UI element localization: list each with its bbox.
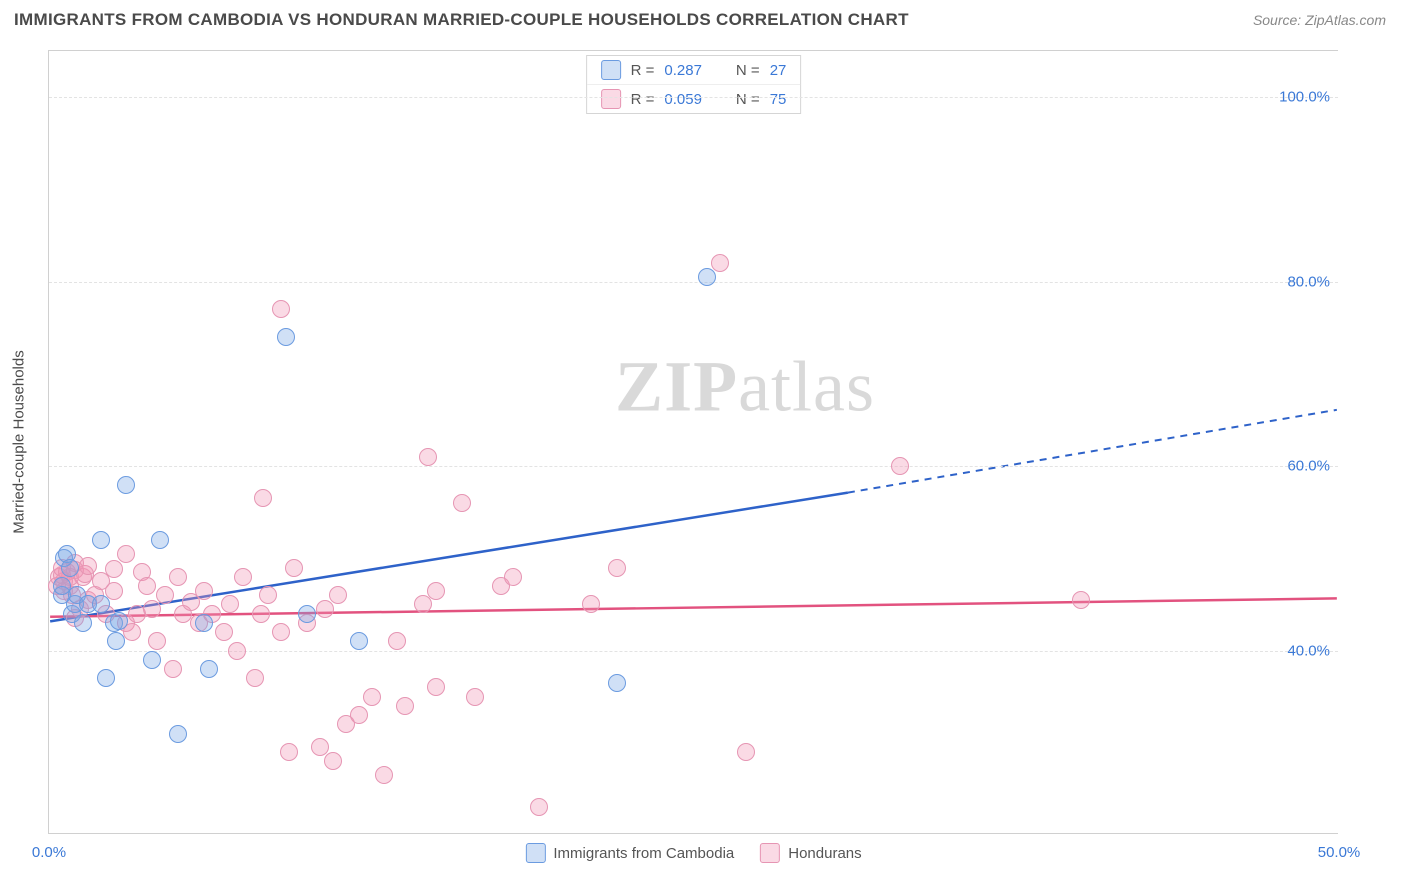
- data-point: [582, 595, 600, 613]
- gridline: [49, 282, 1338, 283]
- data-point: [504, 568, 522, 586]
- legend-item: Immigrants from Cambodia: [525, 843, 734, 863]
- legend-swatch: [601, 89, 621, 109]
- gridline: [49, 97, 1338, 98]
- data-point: [234, 568, 252, 586]
- y-tick-label: 40.0%: [1287, 642, 1330, 659]
- stat-label: N =: [736, 62, 760, 79]
- data-point: [215, 623, 233, 641]
- stat-label: R =: [631, 91, 655, 108]
- stat-r-value: 0.059: [664, 91, 702, 108]
- stat-n-value: 75: [770, 91, 787, 108]
- data-point: [419, 448, 437, 466]
- legend-swatch: [525, 843, 545, 863]
- data-point: [169, 725, 187, 743]
- legend-label: Hondurans: [788, 845, 861, 862]
- data-point: [363, 688, 381, 706]
- data-point: [396, 697, 414, 715]
- stat-label: R =: [631, 62, 655, 79]
- data-point: [608, 674, 626, 692]
- data-point: [324, 752, 342, 770]
- data-point: [105, 560, 123, 578]
- data-point: [200, 660, 218, 678]
- data-point: [350, 632, 368, 650]
- stat-label: N =: [736, 91, 760, 108]
- data-point: [246, 669, 264, 687]
- header: IMMIGRANTS FROM CAMBODIA VS HONDURAN MAR…: [0, 0, 1406, 40]
- data-point: [92, 531, 110, 549]
- data-point: [277, 328, 295, 346]
- data-point: [117, 476, 135, 494]
- data-point: [698, 268, 716, 286]
- legend-stat-row: R = 0.287 N = 27: [587, 56, 801, 84]
- data-point: [414, 595, 432, 613]
- data-point: [143, 600, 161, 618]
- data-point: [280, 743, 298, 761]
- watermark: ZIPatlas: [615, 346, 875, 429]
- data-point: [316, 600, 334, 618]
- data-point: [350, 706, 368, 724]
- legend-swatch: [760, 843, 780, 863]
- data-point: [272, 300, 290, 318]
- data-point: [143, 651, 161, 669]
- scatter-chart: Married-couple Households ZIPatlas R = 0…: [48, 50, 1338, 834]
- data-point: [608, 559, 626, 577]
- data-point: [138, 577, 156, 595]
- data-point: [164, 660, 182, 678]
- y-tick-label: 60.0%: [1287, 458, 1330, 475]
- y-tick-label: 80.0%: [1287, 273, 1330, 290]
- y-tick-label: 100.0%: [1279, 89, 1330, 106]
- data-point: [388, 632, 406, 650]
- data-point: [252, 605, 270, 623]
- data-point: [195, 582, 213, 600]
- data-point: [105, 582, 123, 600]
- data-point: [466, 688, 484, 706]
- data-point: [272, 623, 290, 641]
- x-tick-label: 0.0%: [32, 844, 66, 861]
- data-point: [427, 582, 445, 600]
- data-point: [107, 632, 125, 650]
- data-point: [737, 743, 755, 761]
- data-point: [891, 457, 909, 475]
- data-point: [110, 612, 128, 630]
- data-point: [228, 642, 246, 660]
- legend-item: Hondurans: [760, 843, 861, 863]
- legend-label: Immigrants from Cambodia: [553, 845, 734, 862]
- data-point: [117, 545, 135, 563]
- y-axis-label: Married-couple Households: [11, 350, 28, 533]
- data-point: [1072, 591, 1090, 609]
- data-point: [97, 669, 115, 687]
- data-point: [61, 559, 79, 577]
- stat-n-value: 27: [770, 62, 787, 79]
- trendlines: [49, 51, 1338, 833]
- data-point: [195, 614, 213, 632]
- data-point: [285, 559, 303, 577]
- data-point: [169, 568, 187, 586]
- data-point: [148, 632, 166, 650]
- chart-title: IMMIGRANTS FROM CAMBODIA VS HONDURAN MAR…: [14, 10, 909, 30]
- legend-swatch: [601, 60, 621, 80]
- data-point: [329, 586, 347, 604]
- data-point: [530, 798, 548, 816]
- data-point: [298, 605, 316, 623]
- data-point: [259, 586, 277, 604]
- data-point: [427, 678, 445, 696]
- legend-stat-row: R = 0.059 N = 75: [587, 84, 801, 113]
- data-point: [92, 595, 110, 613]
- legend-stats: R = 0.287 N = 27 R = 0.059 N = 75: [586, 55, 802, 114]
- data-point: [711, 254, 729, 272]
- data-point: [151, 531, 169, 549]
- data-point: [74, 614, 92, 632]
- data-point: [79, 557, 97, 575]
- data-point: [375, 766, 393, 784]
- source-label: Source: ZipAtlas.com: [1253, 12, 1386, 28]
- x-tick-label: 50.0%: [1318, 844, 1361, 861]
- data-point: [254, 489, 272, 507]
- legend-series: Immigrants from Cambodia Hondurans: [525, 843, 861, 863]
- data-point: [453, 494, 471, 512]
- stat-r-value: 0.287: [664, 62, 702, 79]
- data-point: [156, 586, 174, 604]
- gridline: [49, 466, 1338, 467]
- data-point: [221, 595, 239, 613]
